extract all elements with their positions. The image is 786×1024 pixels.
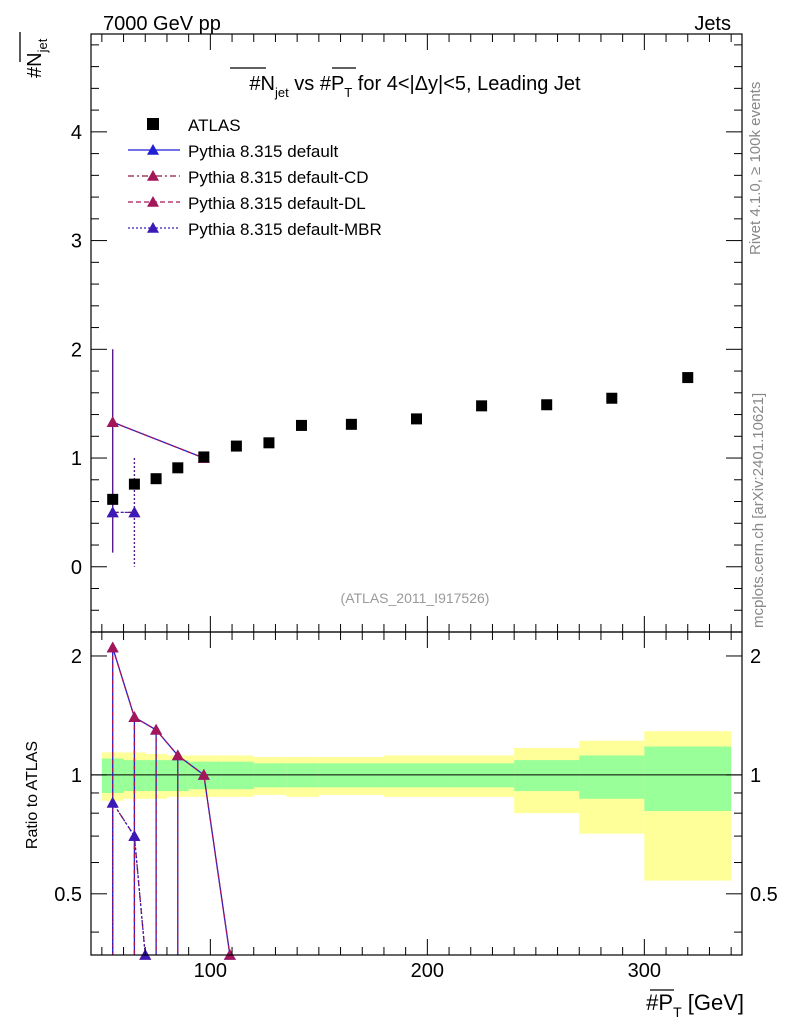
x-tick-label: 200	[411, 960, 444, 982]
legend-label: Pythia 8.315 default-MBR	[188, 220, 382, 239]
x-tick-label: 300	[628, 960, 661, 982]
legend-label: Pythia 8.315 default-DL	[188, 194, 366, 213]
series-marker-ratio	[128, 711, 141, 722]
y-tick-label: 2	[71, 339, 82, 361]
ratio-uncertainty-bands	[101, 731, 732, 881]
green-band	[221, 761, 254, 790]
header-process: Jets	[694, 13, 731, 35]
ratio-tick-label-left: 2	[71, 646, 82, 668]
series-line-ratio	[112, 647, 231, 956]
atlas-data-point	[172, 462, 184, 474]
atlas-data-point	[345, 418, 357, 430]
y-tick-label: 1	[71, 448, 82, 470]
rivet-version-text: Rivet 4.1.0, ≥ 100k events	[747, 82, 764, 255]
legend-marker-atlas	[147, 118, 159, 130]
y-tick-label: 4	[71, 122, 82, 144]
legend: ATLAS Pythia 8.315 default Pythia 8.315 de…	[128, 116, 382, 239]
svg-text:#Njet: #Njet	[24, 38, 50, 78]
series-marker-ratio	[171, 749, 184, 761]
x-axis-label: #PT [GeV]	[646, 990, 744, 1020]
header-energy: 7000 GeV pp	[103, 13, 221, 35]
atlas-data-point	[230, 440, 242, 452]
atlas-data-point	[411, 413, 422, 425]
y-tick-label: 3	[71, 231, 82, 253]
mcplots-text: mcplots.cern.ch [arXiv:2401.10621]	[750, 393, 767, 628]
axes: 100 200 300 0 1 2 3 4 0.5 0.5 1 1 2 2	[54, 33, 778, 982]
atlas-data-point	[541, 399, 553, 411]
ratio-tick-label-left: 0.5	[54, 884, 82, 906]
atlas-data-point	[295, 419, 307, 431]
atlas-data-point	[682, 372, 694, 384]
series-marker-ratio	[128, 830, 141, 841]
atlas-data-point	[128, 478, 140, 490]
ratio-y-label: Ratio to ATLAS	[24, 741, 41, 849]
y-tick-label: 0	[71, 557, 82, 579]
mc-series	[106, 349, 236, 960]
atlas-data-point	[198, 451, 210, 463]
x-tick-label: 100	[194, 960, 227, 982]
legend-label-atlas: ATLAS	[188, 116, 241, 135]
series-line-main	[112, 421, 205, 459]
atlas-data-point	[606, 392, 618, 404]
series-marker-ratio	[106, 796, 119, 808]
ratio-tick-label-right: 0.5	[750, 884, 778, 906]
ratio-tick-label-left: 1	[71, 765, 82, 787]
green-band	[579, 755, 645, 799]
series-line-ratio	[112, 802, 146, 956]
ratio-frame	[90, 631, 743, 956]
ratio-tick-label-right: 1	[750, 765, 761, 787]
series-marker-main	[106, 506, 119, 518]
legend-marker	[147, 144, 159, 155]
legend-label: Pythia 8.315 default-CD	[188, 168, 369, 187]
atlas-data-point	[150, 473, 162, 485]
atlas-data-point	[263, 437, 275, 449]
legend-label: Pythia 8.315 default	[188, 142, 339, 161]
green-band	[644, 746, 732, 812]
atlas-data-point	[476, 400, 488, 412]
legend-marker	[147, 222, 159, 233]
series-marker-ratio	[150, 723, 163, 735]
series-line-ratio	[112, 647, 231, 956]
series-marker-ratio	[197, 768, 210, 780]
chart-title: #Njet vs #PT for 4<|Δy|<5, Leading Jet	[249, 73, 581, 100]
ratio-tick-label-right: 2	[750, 646, 761, 668]
series-marker-ratio	[106, 641, 119, 653]
atlas-data-point	[107, 493, 119, 505]
y-axis-label: #Njet	[19, 32, 50, 78]
series-marker-main	[106, 416, 119, 427]
series-line-ratio	[112, 802, 146, 956]
legend-marker	[147, 170, 159, 181]
analysis-watermark: (ATLAS_2011_I917526)	[341, 590, 490, 606]
series-marker-main	[128, 506, 141, 518]
legend-marker	[147, 196, 159, 207]
atlas-data-points	[107, 372, 694, 505]
green-band	[514, 760, 580, 792]
